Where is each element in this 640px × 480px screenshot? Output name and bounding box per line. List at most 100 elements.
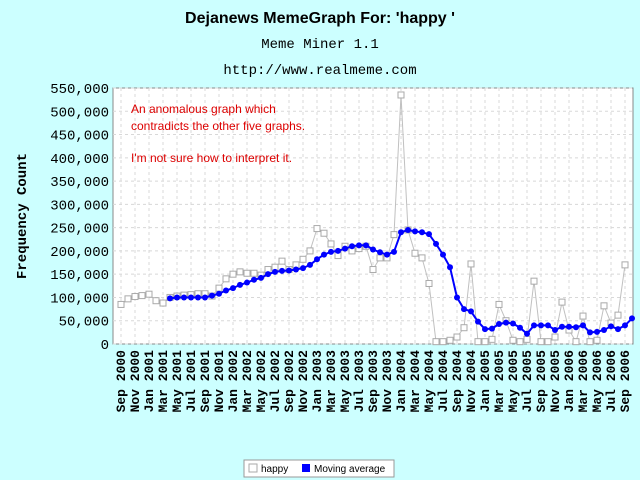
chart-subtitle: Meme Miner 1.1	[261, 37, 379, 53]
moving-average-point	[419, 229, 425, 236]
series-layer	[117, 91, 635, 346]
moving-average-point	[265, 271, 271, 278]
legend-swatch-happy	[248, 463, 258, 473]
happy-point	[439, 338, 447, 346]
x-axis-ticks: Sep 2000 Nov 2000 Jan 2001 Mar 2001 May 2001…	[114, 350, 633, 413]
happy-point	[495, 300, 503, 308]
x-tick-label: Nov 2000	[128, 350, 143, 413]
moving-average-point	[237, 281, 243, 288]
y-tick-label: 300,000	[50, 198, 109, 214]
x-tick-label: Jul 2001	[184, 350, 199, 413]
happy-point	[523, 335, 531, 343]
moving-average-point	[328, 248, 334, 255]
moving-average-point	[167, 295, 173, 302]
moving-average-point	[629, 315, 635, 322]
moving-average-point	[223, 287, 229, 294]
moving-average-point	[580, 322, 586, 329]
moving-average-point	[482, 326, 488, 333]
source-url: http://www.realmeme.com	[223, 63, 416, 79]
moving-average-point	[440, 251, 446, 258]
moving-average-point	[174, 294, 180, 301]
y-tick-label: 200,000	[50, 245, 109, 261]
happy-point	[124, 295, 132, 303]
x-tick-label: Sep 2006	[618, 350, 633, 413]
x-tick-label: May 2004	[422, 350, 437, 413]
moving-average-point	[321, 251, 327, 258]
happy-point	[586, 338, 594, 346]
x-tick-label: May 2005	[506, 350, 521, 413]
happy-point	[481, 338, 489, 346]
moving-average-point	[342, 245, 348, 252]
x-tick-label: Nov 2004	[464, 350, 479, 413]
moving-average-point	[447, 264, 453, 271]
happy-point	[320, 229, 328, 237]
x-tick-label: Mar 2001	[156, 350, 171, 413]
moving-average-point	[531, 322, 537, 329]
moving-average-point	[384, 251, 390, 258]
moving-average-point	[202, 294, 208, 301]
moving-average-point	[405, 226, 411, 233]
x-tick-label: Nov 2005	[548, 350, 563, 413]
moving-average-point	[426, 231, 432, 238]
happy-point	[537, 338, 545, 346]
happy-point	[467, 260, 475, 268]
happy-point	[453, 333, 461, 341]
y-tick-label: 150,000	[50, 268, 109, 284]
chart-title: Dejanews MemeGraph For: 'happy '	[185, 10, 455, 27]
x-tick-label: Jan 2006	[562, 350, 577, 413]
happy-point	[551, 333, 559, 341]
x-tick-label: Sep 2005	[534, 350, 549, 413]
moving-average-point	[363, 242, 369, 249]
legend: happy Moving average	[243, 459, 395, 478]
moving-average-point	[335, 247, 341, 254]
moving-average-point	[489, 325, 495, 332]
x-tick-label: Mar 2005	[492, 350, 507, 413]
x-tick-label: Jul 2002	[268, 350, 283, 413]
happy-point	[278, 257, 286, 265]
y-tick-label: 450,000	[50, 129, 109, 145]
y-tick-label: 500,000	[50, 105, 109, 121]
moving-average-point	[244, 279, 250, 286]
moving-average-point	[454, 294, 460, 301]
happy-point	[117, 300, 125, 308]
moving-average-point	[524, 330, 530, 337]
happy-point	[460, 324, 468, 332]
x-tick-label: Jan 2005	[478, 350, 493, 413]
happy-point	[446, 336, 454, 344]
x-tick-label: Sep 2000	[114, 350, 129, 413]
happy-point	[313, 225, 321, 233]
y-tick-label: 550,000	[50, 82, 109, 98]
moving-average-point	[461, 306, 467, 313]
moving-average-point	[587, 329, 593, 336]
moving-average-point	[188, 294, 194, 301]
moving-average-point	[258, 274, 264, 281]
happy-point	[509, 336, 517, 344]
moving-average-point	[349, 243, 355, 250]
moving-average-point	[559, 323, 565, 330]
happy-point	[250, 269, 258, 277]
happy-point	[488, 335, 496, 343]
moving-average-point	[545, 322, 551, 329]
happy-point	[222, 275, 230, 283]
moving-average-point	[615, 326, 621, 333]
moving-average-point	[622, 322, 628, 329]
y-axis-ticks: 0 50,000 100,000 150,000 200,000 250,000 300,0…	[50, 82, 109, 354]
x-tick-label: Sep 2002	[282, 350, 297, 413]
happy-point	[411, 249, 419, 257]
happy-point	[544, 338, 552, 346]
x-tick-label: Mar 2004	[408, 350, 423, 413]
legend-label-happy: happy	[261, 464, 288, 475]
annotation-line-1: An anomalous graph which	[131, 102, 276, 116]
moving-average-point	[216, 290, 222, 297]
happy-point	[425, 279, 433, 287]
moving-average-point	[314, 256, 320, 263]
x-tick-label: Sep 2001	[198, 350, 213, 413]
moving-average-point	[573, 324, 579, 331]
happy-point	[418, 254, 426, 262]
y-tick-label: 350,000	[50, 175, 109, 191]
y-tick-label: 0	[101, 338, 109, 354]
happy-point	[229, 270, 237, 278]
x-tick-label: Jan 2001	[142, 350, 157, 413]
moving-average-point	[293, 266, 299, 273]
